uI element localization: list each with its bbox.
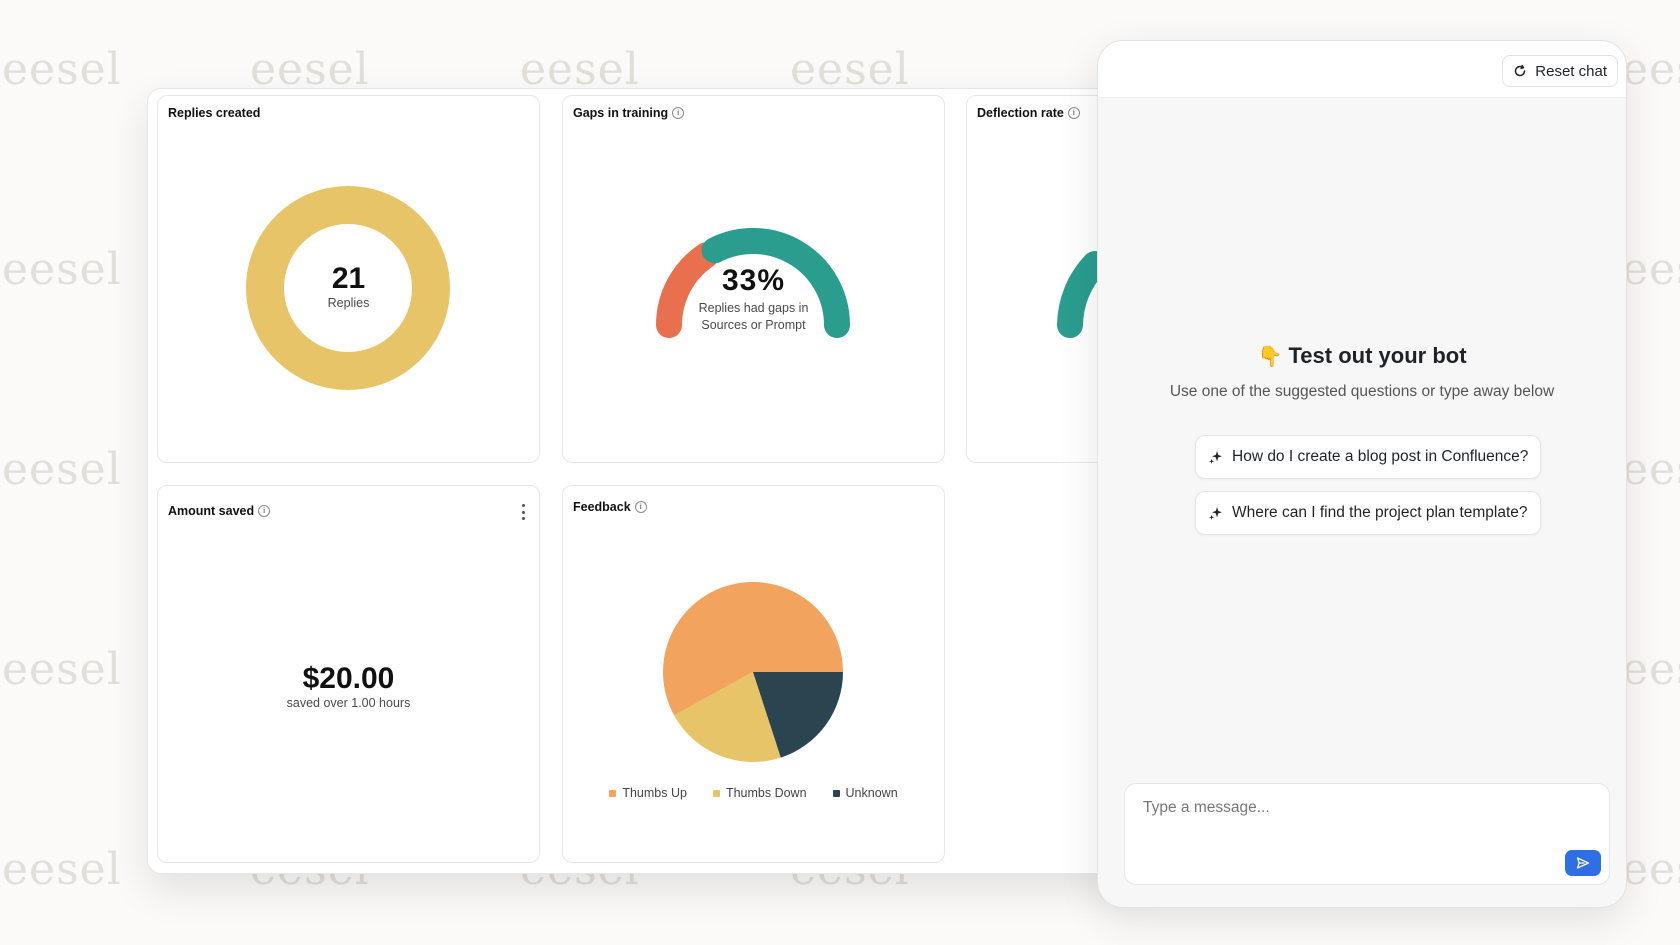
chat-panel: Reset chat 👇 Test out your bot Use one o… [1097,40,1627,908]
watermark-text: eesel [2,644,122,695]
legend-swatch [832,789,840,797]
card-title-text: Amount saved [168,504,255,518]
replies-count: 21 [331,262,366,295]
analytics-dashboard: Replies created 21 Replies Gaps in train… [147,88,1149,874]
sparkle-icon [1209,451,1222,464]
card-title-text: Gaps in training [573,106,669,120]
more-options-icon[interactable] [521,504,525,520]
info-icon[interactable]: i [258,505,271,517]
refresh-icon [1515,64,1526,77]
replies-caption: Replies [327,296,370,310]
legend-item[interactable]: Thumbs Down [712,786,807,800]
gaps-gauge-chart [656,228,850,338]
message-input[interactable] [1141,798,1549,818]
legend-swatch [712,789,720,797]
watermark-text: eesel [2,244,122,295]
watermark-text: eesel [2,444,122,495]
amount-value: $20.00 [302,662,395,695]
pointing-down-icon: 👇 [1257,344,1283,368]
card-title: Replies created [168,106,260,120]
deflection-gauge-chart [1057,251,1108,338]
card-title: Gaps in training i [573,106,685,120]
gaps-in-training-card: Gaps in training i 33% Replies had gaps … [562,95,945,463]
replies-donut-chart [246,186,450,390]
deflection-gauge-segment [1057,251,1108,338]
sparkle-icon [1209,507,1222,520]
legend-label: Unknown [845,786,898,800]
amount-center: $20.00 saved over 1.00 hours [158,662,539,710]
pie-slice-thumbs-up[interactable] [663,582,843,716]
card-title-text: Deflection rate [977,106,1064,120]
suggested-question[interactable]: How do I create a blog post in Confluenc… [1195,435,1542,479]
amount-caption: saved over 1.00 hours [286,696,411,710]
legend-item[interactable]: Thumbs Up [609,786,687,800]
card-title: Deflection rate i [977,106,1080,120]
replies-created-card: Replies created 21 Replies [157,95,540,463]
card-title-text: Feedback [573,500,631,514]
watermark-text: eesel [1622,44,1680,95]
chat-empty-title: 👇 Test out your bot [1098,343,1626,369]
gaps-center: 33% Replies had gaps in Sources or Promp… [563,264,944,334]
info-icon[interactable]: i [1067,107,1080,119]
suggested-question-text: How do I create a blog post in Confluenc… [1232,448,1529,465]
amount-saved-card: Amount saved i $20.00 saved over 1.00 ho… [157,485,540,863]
reset-chat-button[interactable]: Reset chat [1502,55,1618,87]
replies-donut-ring [246,186,450,390]
legend-label: Thumbs Up [622,786,687,800]
watermark-text: eesel [1622,444,1680,495]
send-button[interactable] [1565,850,1601,876]
watermark-text: eesel [1622,244,1680,295]
send-icon [1576,857,1590,869]
reset-chat-label: Reset chat [1535,62,1607,80]
gaps-caption-line1: Replies had gaps in [698,301,809,315]
chat-header: Reset chat [1098,41,1626,98]
legend-swatch [609,789,617,797]
feedback-pie-chart [663,582,843,762]
message-composer [1124,783,1610,885]
watermark-text: eesel [2,844,122,895]
replies-center: 21 Replies [158,262,539,310]
card-title: Feedback i [573,500,647,514]
feedback-legend: Thumbs Up Thumbs Down Unknown [563,786,944,800]
gauge-segment-gaps [656,242,719,338]
gauge-segment-ok [701,228,850,338]
gaps-caption-line2: Sources or Prompt [701,318,806,332]
card-title-text: Replies created [168,106,261,120]
watermark-text: eesel [2,44,122,95]
pie-slice-thumbs-down[interactable] [674,672,781,762]
feedback-card: Feedback i Thumbs Up Thumbs Down Unknown [562,485,945,863]
pie-slice-unknown[interactable] [753,672,843,758]
watermark-text: eesel [1622,644,1680,695]
legend-label: Thumbs Down [725,786,807,800]
info-icon[interactable]: i [634,501,647,513]
card-title: Amount saved i [168,504,271,518]
suggested-question-text: Where can I find the project plan templa… [1232,504,1528,521]
chat-subtitle: Use one of the suggested questions or ty… [1169,383,1555,400]
gaps-percent: 33% [721,264,786,297]
info-icon[interactable]: i [672,107,685,119]
chat-title-text: Test out your bot [1288,343,1467,368]
watermark-text: eesel [1622,844,1680,895]
legend-item[interactable]: Unknown [832,786,898,800]
suggested-question[interactable]: Where can I find the project plan templa… [1195,491,1541,535]
